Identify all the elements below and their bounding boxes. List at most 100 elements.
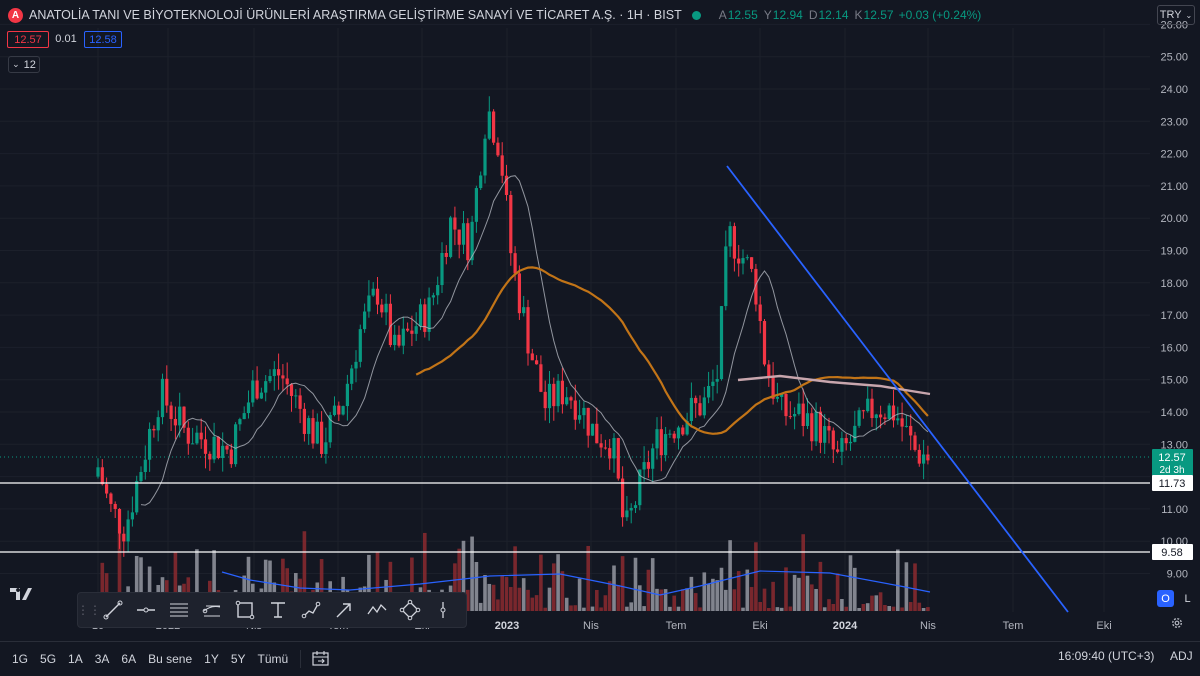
candle-body — [474, 188, 478, 222]
volume-bar — [741, 607, 745, 611]
candle-body — [268, 376, 272, 382]
horizontal-line-icon — [136, 607, 155, 613]
volume-bar — [319, 559, 324, 611]
volume-bar — [547, 587, 552, 611]
range-1m[interactable]: 1A — [68, 652, 83, 666]
candle-body — [143, 459, 147, 473]
grip-handle-icon[interactable]: ⋮⋮ — [77, 603, 101, 617]
volume-bar — [530, 597, 535, 611]
scale-toggle-o[interactable]: O — [1157, 590, 1174, 607]
candle-body — [186, 427, 190, 444]
close-label: K — [854, 8, 863, 22]
toolbar-divider — [300, 650, 302, 668]
candle-body — [285, 378, 289, 385]
range-1d[interactable]: 1G — [12, 652, 29, 666]
candle-body — [461, 223, 466, 245]
symbol-title[interactable]: ANATOLİA TANI VE BİYOTEKNOLOJİ ÜRÜNLERİ … — [29, 8, 682, 22]
zigzag-tool[interactable] — [360, 595, 393, 625]
candle-body — [216, 436, 220, 458]
volume-bar — [521, 578, 526, 611]
text-tool[interactable] — [261, 595, 294, 625]
range-5y[interactable]: 5Y — [230, 652, 246, 666]
rectangle-tool[interactable] — [228, 595, 261, 625]
volume-bar — [268, 560, 272, 611]
path-tool[interactable] — [294, 595, 327, 625]
volume-bar — [513, 546, 517, 611]
candle-body — [758, 304, 762, 322]
candle-body — [96, 467, 100, 477]
sell-price-button[interactable]: 12.57 — [7, 31, 49, 48]
volume-bar — [771, 581, 775, 611]
candle-body — [612, 438, 616, 459]
volume-bar — [784, 567, 788, 611]
candle-body — [874, 414, 878, 419]
volume-bar — [603, 595, 608, 611]
volume-bar — [831, 603, 836, 611]
parallel-channel-tool[interactable] — [162, 595, 195, 625]
trend-line-tool[interactable] — [96, 595, 129, 625]
volume-bar — [466, 589, 470, 611]
candle-body — [113, 503, 117, 509]
range-ytd[interactable]: Bu sene — [148, 652, 193, 666]
candle-body — [100, 467, 104, 485]
candle-body — [277, 369, 281, 376]
candle-body — [608, 448, 612, 459]
candle-body — [255, 380, 259, 399]
candle-body — [363, 311, 367, 330]
trend-line-icon — [103, 600, 122, 620]
candle-body — [513, 253, 517, 274]
candle-body — [195, 432, 199, 444]
fib-retracement-tool[interactable] — [195, 595, 228, 625]
market-open-icon — [691, 10, 701, 20]
currency-select[interactable]: TRY ⌄ — [1157, 5, 1195, 25]
range-3m[interactable]: 3A — [94, 652, 110, 666]
volume-bar — [749, 587, 754, 611]
hline-label: 9.58 — [1161, 547, 1182, 559]
candle-body — [539, 364, 543, 392]
volume-bar — [263, 559, 268, 611]
volume-bar — [173, 552, 178, 611]
volume-bar — [517, 587, 522, 611]
volume-bar — [246, 556, 251, 611]
candle-body — [732, 226, 736, 259]
candle-body — [784, 393, 788, 417]
arrow-tool[interactable] — [327, 595, 360, 625]
volume-bar — [573, 605, 578, 611]
gear-icon[interactable] — [1170, 616, 1184, 630]
candle-body — [698, 403, 702, 416]
scale-toggle-l[interactable]: L — [1184, 592, 1191, 605]
candle-body — [492, 111, 496, 143]
candle-body — [444, 252, 448, 257]
candle-body — [393, 334, 397, 346]
candle-body — [633, 505, 638, 508]
candle-body — [552, 383, 556, 407]
indicators-collapse-button[interactable]: ⌄ 12 — [8, 56, 40, 73]
price-tick-label: 26.00 — [1160, 19, 1188, 31]
range-all[interactable]: Tümü — [257, 652, 289, 666]
long-position-tool[interactable] — [426, 595, 459, 625]
range-6m[interactable]: 6A — [121, 652, 137, 666]
range-5d[interactable]: 5G — [40, 652, 57, 666]
channel-icon — [169, 603, 188, 617]
time-tick-label: 2024 — [833, 620, 858, 632]
range-1y[interactable]: 1Y — [204, 652, 219, 666]
go-to-date-icon[interactable] — [311, 651, 331, 667]
close-value: 12.57 — [863, 8, 894, 22]
volume-bar — [779, 607, 784, 611]
price-tick-label: 24.00 — [1160, 84, 1188, 96]
volume-bar — [926, 607, 930, 611]
candle-body — [676, 427, 681, 439]
volume-bar — [147, 566, 152, 611]
candle-body — [199, 432, 203, 440]
candle-body — [775, 396, 779, 399]
volume-bar — [848, 555, 853, 611]
volume-bar — [883, 604, 887, 611]
candle-body — [328, 415, 332, 443]
clock-timezone[interactable]: 16:09:40 (UTC+3) — [1058, 649, 1155, 663]
buy-price-button[interactable]: 12.58 — [84, 31, 122, 48]
horizontal-ray-tool[interactable] — [129, 595, 162, 625]
adjust-toggle[interactable]: ADJ — [1170, 649, 1193, 663]
volume-bar — [302, 531, 307, 611]
pattern-tool[interactable] — [393, 595, 426, 625]
